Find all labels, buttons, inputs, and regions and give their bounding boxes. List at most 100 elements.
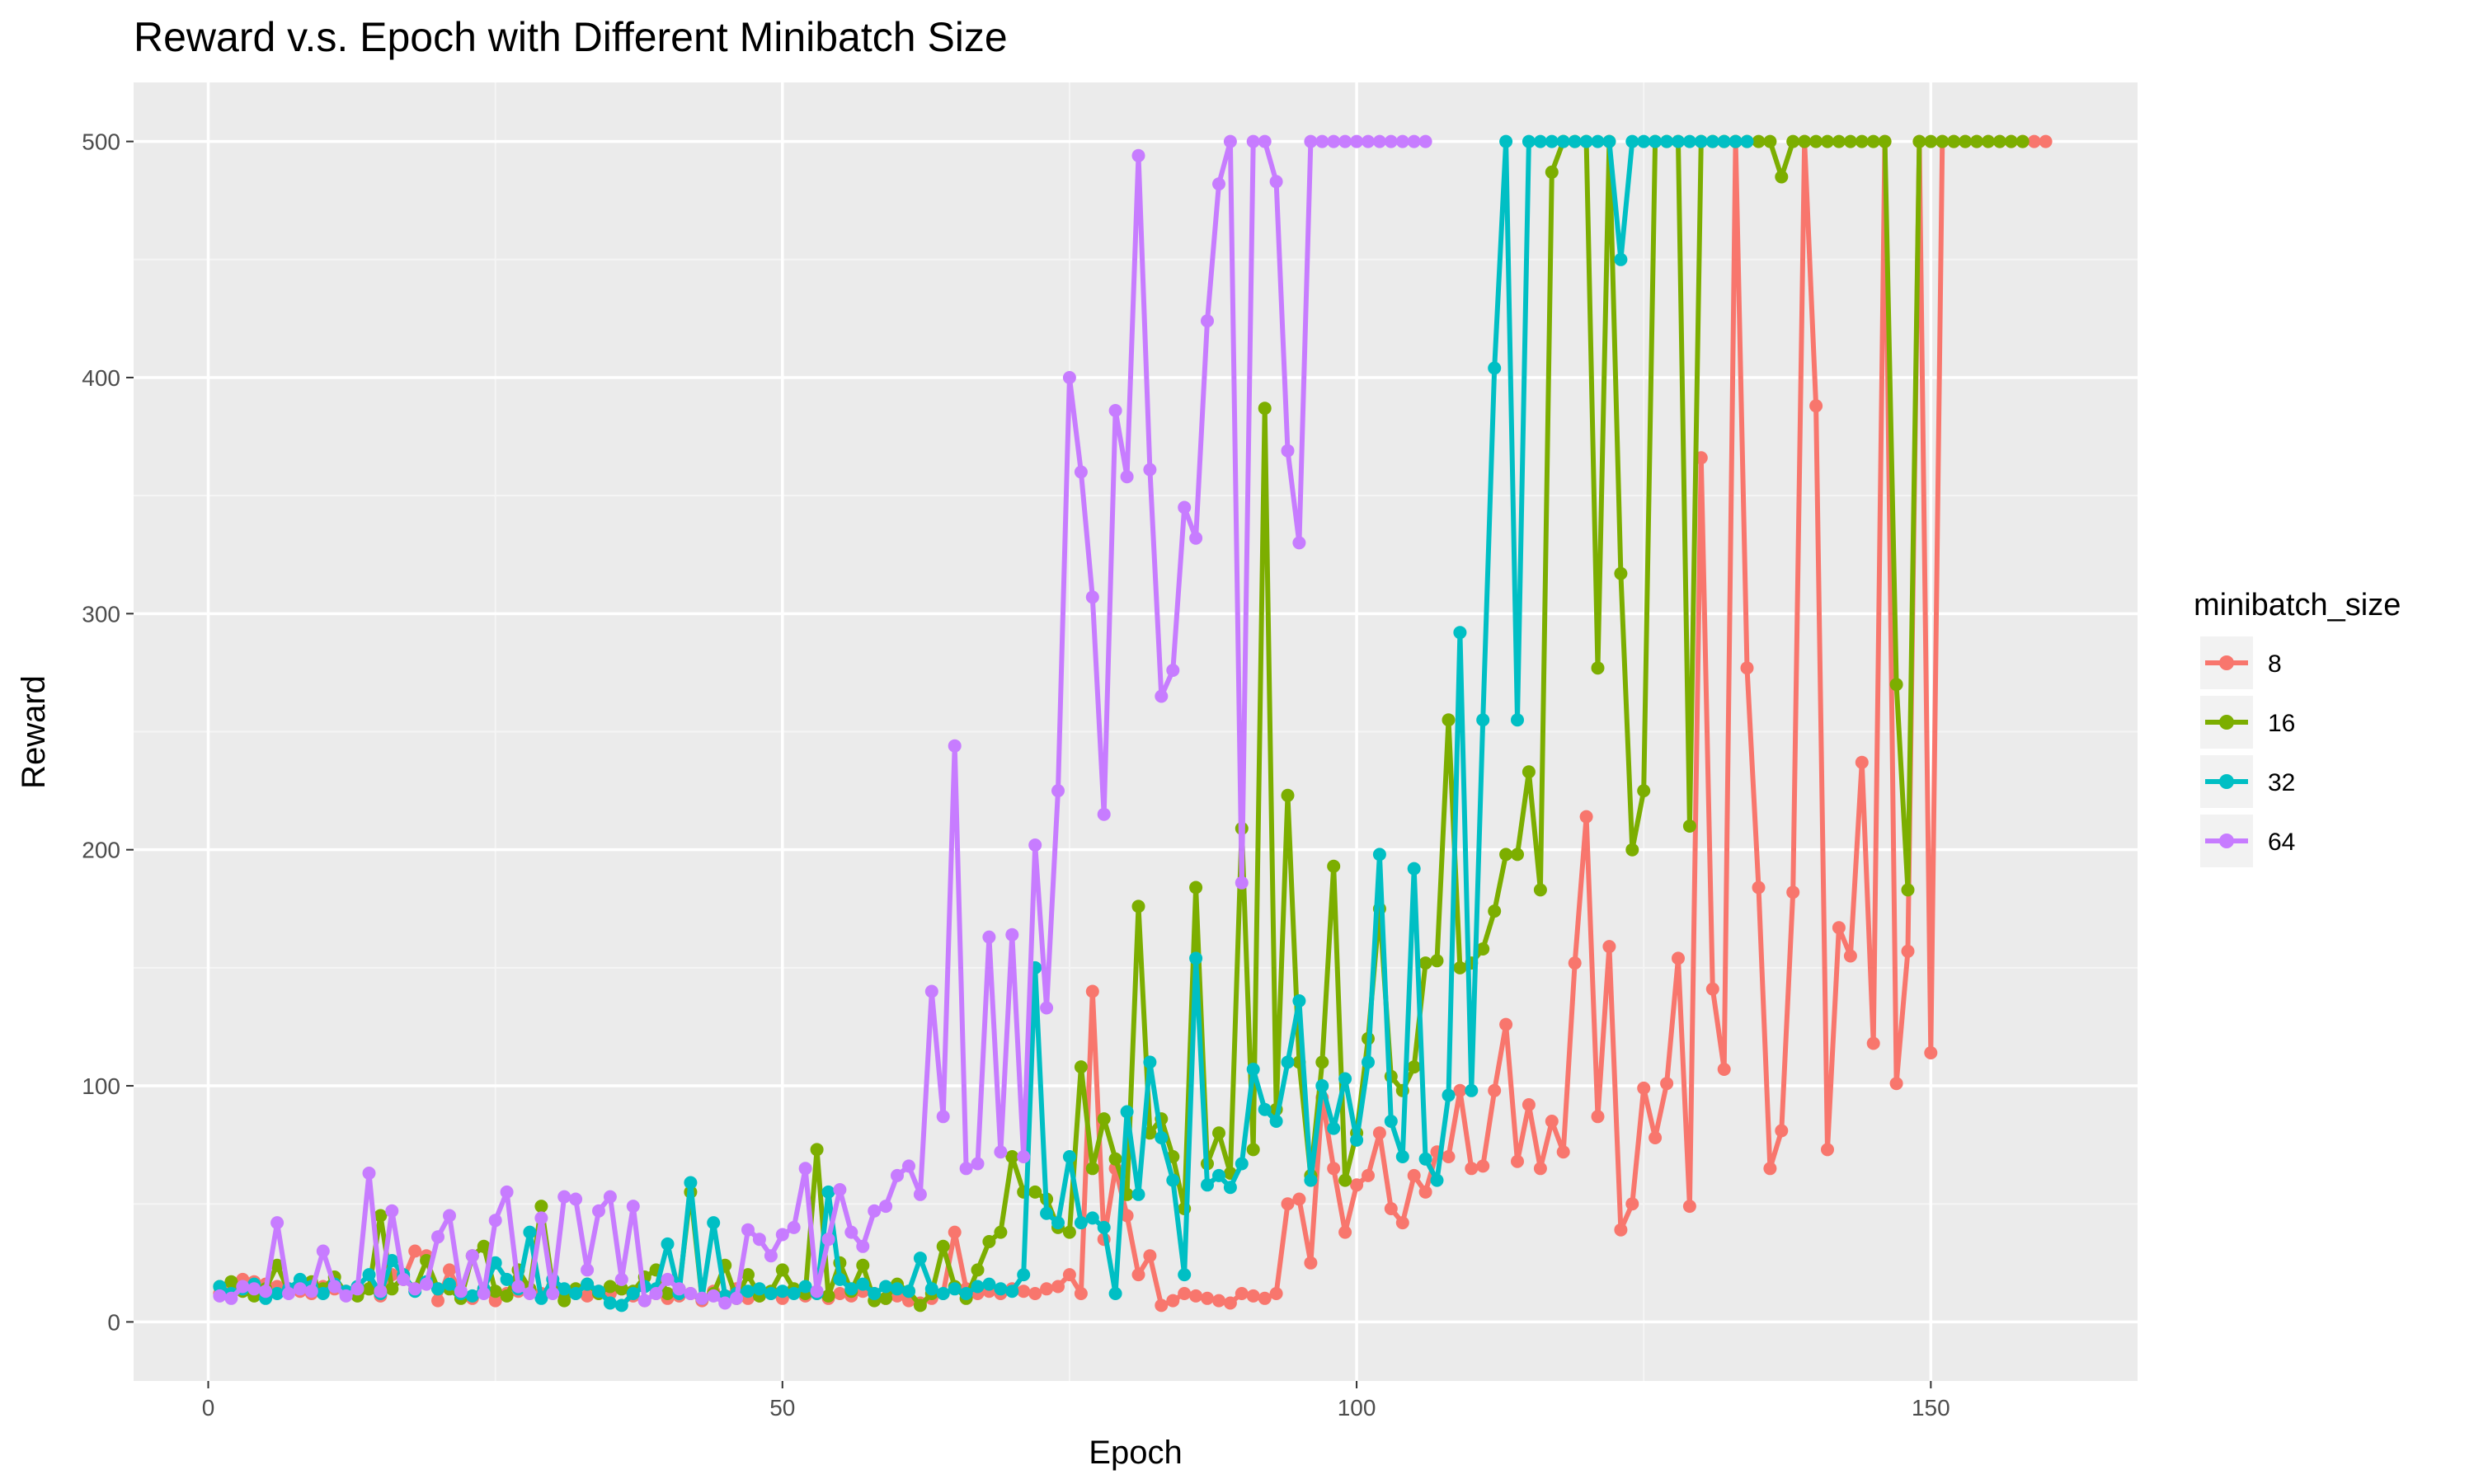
point-16-77 [1085, 1162, 1099, 1176]
point-8-109 [1453, 1083, 1467, 1097]
point-8-135 [1752, 881, 1766, 895]
point-64-97 [1315, 134, 1329, 148]
point-16-86 [1189, 881, 1203, 895]
point-64-2 [224, 1291, 238, 1305]
chart-title: Reward v.s. Epoch with Different Minibat… [134, 14, 1008, 60]
point-32-54 [821, 1185, 835, 1199]
point-32-16 [385, 1254, 399, 1267]
legend-item-16: 16 [2200, 696, 2295, 749]
point-32-126 [1649, 134, 1663, 148]
point-8-142 [1832, 921, 1846, 935]
point-8-25 [488, 1294, 502, 1308]
point-64-23 [465, 1249, 479, 1263]
point-64-22 [454, 1284, 468, 1298]
point-32-108 [1442, 1088, 1456, 1102]
legend-label-32: 32 [2268, 769, 2295, 796]
point-16-135 [1752, 134, 1766, 148]
point-32-66 [959, 1287, 973, 1300]
point-64-103 [1384, 134, 1398, 148]
point-32-48 [752, 1282, 766, 1296]
point-8-87 [1201, 1291, 1214, 1305]
point-8-115 [1522, 1098, 1536, 1111]
point-8-103 [1384, 1202, 1398, 1215]
point-8-160 [2039, 134, 2053, 148]
point-32-57 [856, 1277, 870, 1291]
point-64-36 [614, 1272, 628, 1286]
point-64-25 [488, 1214, 502, 1228]
point-32-74 [1051, 1216, 1065, 1230]
point-32-110 [1465, 1083, 1479, 1097]
point-32-82 [1143, 1055, 1157, 1069]
point-16-137 [1775, 170, 1789, 184]
point-32-71 [1017, 1268, 1031, 1282]
point-8-18 [408, 1244, 422, 1258]
point-64-61 [902, 1159, 915, 1173]
point-8-105 [1407, 1168, 1421, 1182]
point-8-129 [1682, 1200, 1696, 1214]
point-8-141 [1821, 1143, 1834, 1157]
point-8-127 [1660, 1077, 1674, 1091]
point-16-113 [1499, 848, 1513, 862]
point-8-148 [1901, 944, 1915, 958]
point-64-75 [1062, 371, 1076, 384]
point-16-75 [1062, 1225, 1076, 1239]
point-32-106 [1418, 1152, 1432, 1166]
point-64-100 [1350, 134, 1364, 148]
point-32-111 [1476, 713, 1490, 727]
point-8-159 [2027, 134, 2041, 148]
point-64-26 [500, 1185, 514, 1199]
point-8-83 [1155, 1298, 1169, 1313]
point-64-5 [259, 1284, 273, 1298]
point-32-130 [1694, 134, 1708, 148]
point-32-123 [1614, 252, 1628, 266]
point-16-94 [1281, 788, 1295, 802]
point-16-24 [477, 1239, 491, 1253]
point-64-18 [408, 1282, 422, 1296]
point-16-124 [1625, 843, 1639, 857]
point-16-35 [603, 1280, 617, 1294]
point-32-21 [443, 1277, 456, 1291]
point-8-76 [1074, 1287, 1088, 1300]
point-16-129 [1682, 819, 1696, 833]
point-32-100 [1350, 1133, 1364, 1147]
point-64-24 [477, 1287, 491, 1300]
point-64-21 [443, 1209, 456, 1223]
point-64-7 [282, 1287, 295, 1300]
point-64-74 [1051, 784, 1065, 798]
point-32-42 [684, 1176, 698, 1190]
point-8-137 [1775, 1124, 1789, 1138]
point-8-118 [1556, 1145, 1570, 1159]
point-64-9 [304, 1284, 318, 1298]
point-32-87 [1201, 1178, 1214, 1192]
point-16-79 [1108, 1152, 1122, 1166]
point-16-69 [994, 1225, 1008, 1239]
legend-key-point-16 [2219, 715, 2234, 730]
point-16-140 [1809, 134, 1823, 148]
point-32-40 [661, 1237, 675, 1251]
point-8-82 [1143, 1249, 1157, 1263]
point-64-35 [603, 1190, 617, 1204]
point-64-33 [581, 1263, 595, 1277]
point-8-106 [1418, 1185, 1432, 1199]
point-32-107 [1430, 1173, 1444, 1187]
point-8-93 [1269, 1287, 1283, 1300]
x-tick-label-100: 100 [1338, 1395, 1376, 1421]
point-32-20 [431, 1282, 444, 1296]
legend-item-8: 8 [2200, 636, 2282, 689]
legend-key-point-64 [2219, 834, 2234, 848]
point-16-99 [1338, 1173, 1352, 1187]
point-8-134 [1740, 661, 1754, 675]
point-8-77 [1085, 984, 1099, 998]
point-8-92 [1258, 1291, 1272, 1305]
point-8-116 [1533, 1162, 1547, 1176]
point-64-39 [649, 1287, 663, 1300]
point-64-16 [385, 1204, 399, 1218]
point-64-99 [1338, 134, 1352, 148]
point-64-40 [661, 1272, 675, 1286]
point-64-45 [718, 1296, 732, 1310]
point-64-49 [764, 1249, 778, 1263]
point-64-4 [247, 1282, 261, 1296]
point-32-51 [787, 1287, 801, 1300]
point-8-140 [1809, 399, 1823, 413]
